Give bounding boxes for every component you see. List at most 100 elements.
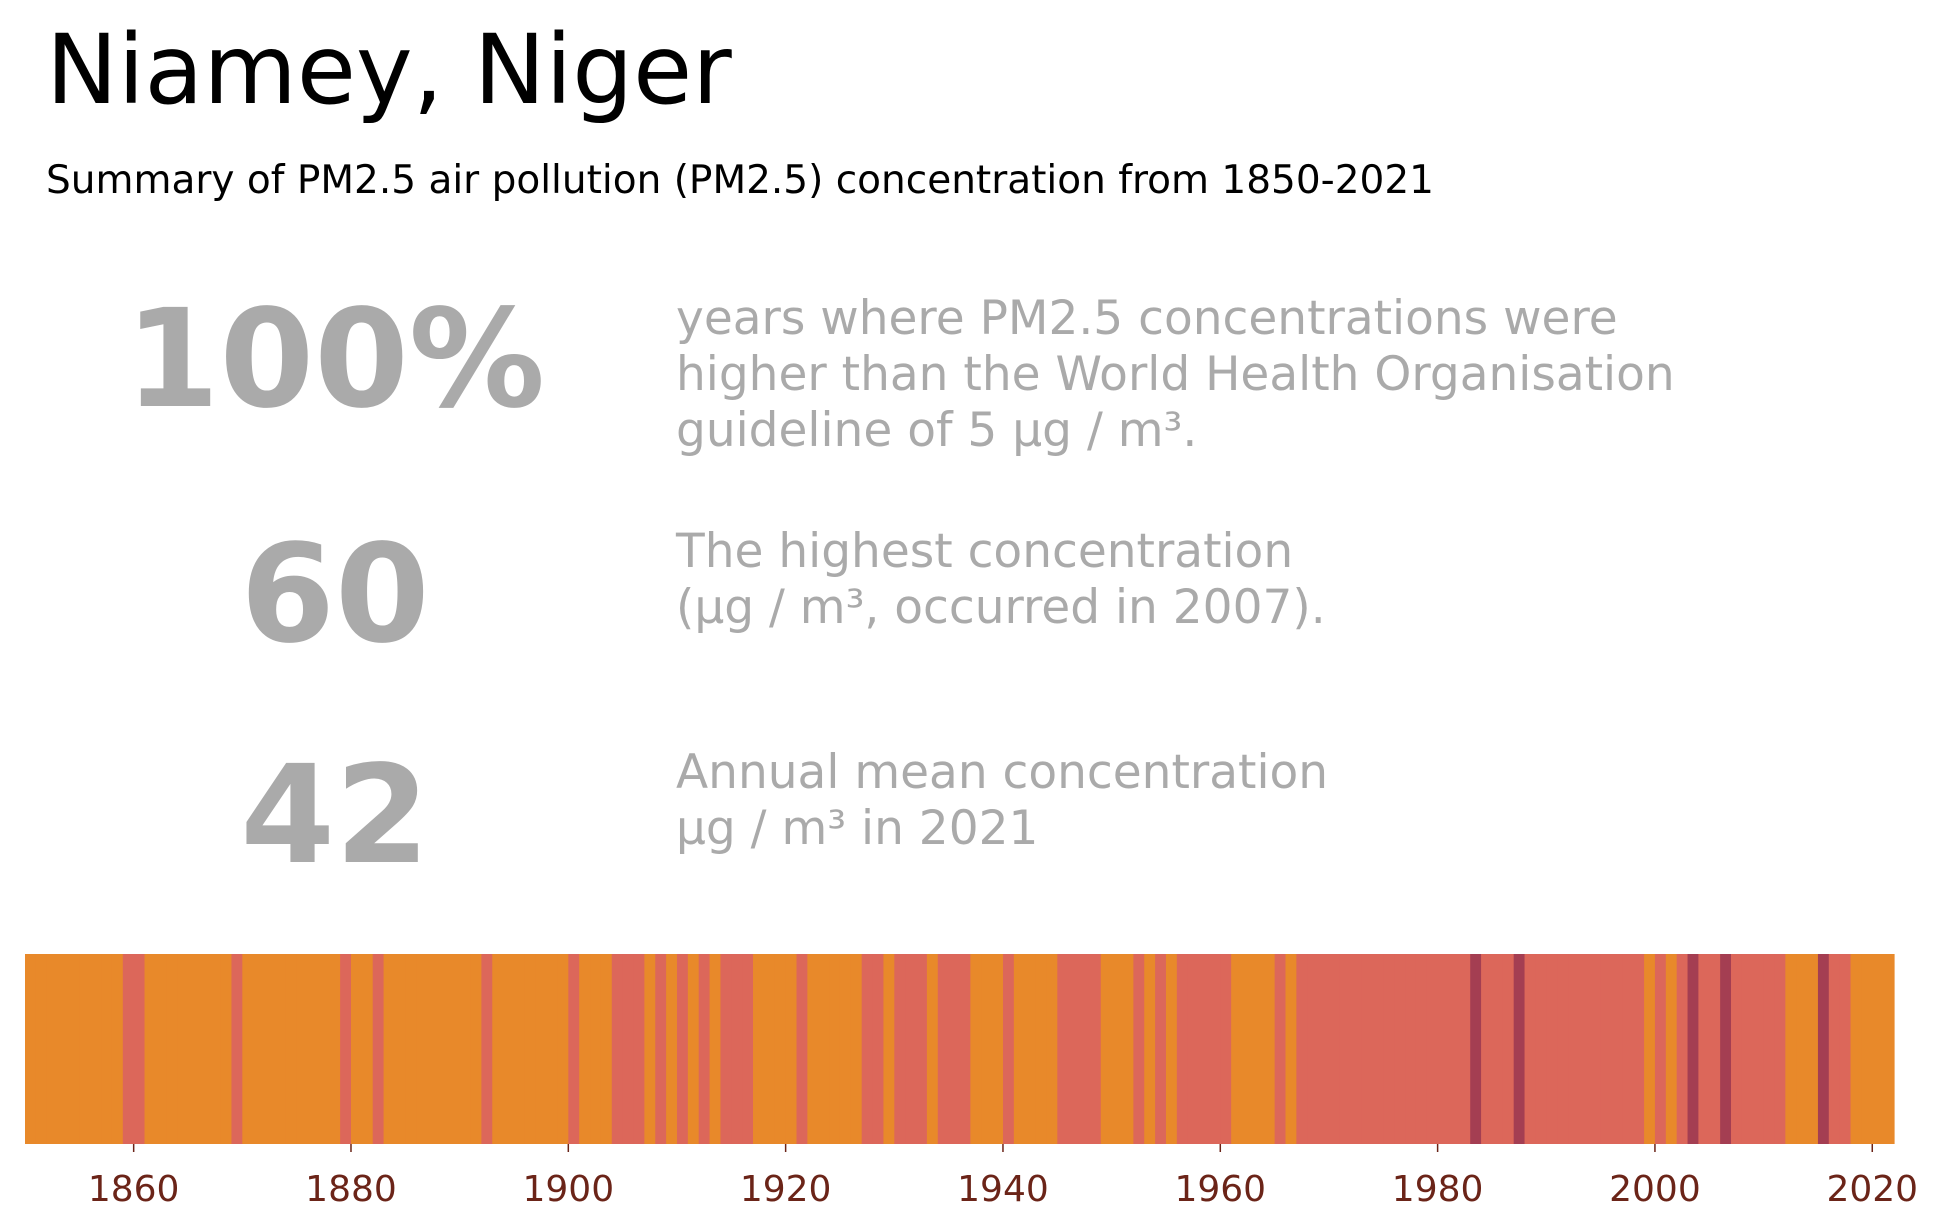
stripe-1987 [1513,954,1526,1144]
stripe-1912 [698,954,711,1144]
stripe-1968 [1307,954,1319,1144]
stripe-1904 [611,954,624,1144]
stripe-1898 [546,954,559,1144]
stripe-1958 [1198,954,1211,1144]
stripe-1915 [731,954,743,1144]
stripe-1940 [1002,954,1015,1144]
stripe-1864 [177,954,189,1144]
stripe-1859 [122,954,135,1144]
stripe-1879 [340,954,352,1144]
stripe-1932 [916,954,928,1144]
stripe-1988 [1524,954,1537,1144]
stripe-1866 [198,954,211,1144]
stat-description-line: μg / m³ in 2021 [676,801,1039,856]
stripe-1913 [709,954,722,1144]
stat-value-years-above-guideline: 100% [124,281,546,439]
stripe-2003 [1687,954,1700,1144]
stripe-1882 [372,954,385,1144]
stripe-1861 [144,954,156,1144]
stripe-1962 [1242,954,1254,1144]
stripe-1856 [90,954,102,1144]
stripe-2014 [1807,954,1819,1144]
stripe-1911 [687,954,700,1144]
stripe-1867 [209,954,222,1144]
stripe-1994 [1589,954,1602,1144]
stripe-1897 [535,954,548,1144]
stripe-1919 [774,954,787,1144]
stripe-1855 [79,954,91,1144]
stripe-1892 [481,954,493,1144]
x-tick-label: 1900 [523,1169,615,1210]
stripe-1908 [655,954,667,1144]
stripe-1978 [1415,954,1428,1144]
stripe-1979 [1426,954,1439,1144]
stripe-1945 [1057,954,1069,1144]
stripe-1876 [307,954,319,1144]
stripe-1858 [111,954,124,1144]
stripe-1907 [644,954,656,1144]
stripe-2007 [1731,954,1743,1144]
stripe-1862 [155,954,167,1144]
stripe-1868 [220,954,233,1144]
stripe-1941 [1013,954,1026,1144]
stripe-1933 [926,954,939,1144]
stripe-1963 [1252,954,1265,1144]
stripe-1870 [242,954,254,1144]
stripe-1863 [166,954,178,1144]
stripe-1937 [970,954,982,1144]
stripe-1976 [1394,954,1406,1144]
stat-description-line: Annual mean concentration [676,745,1329,800]
stripe-1977 [1405,954,1417,1144]
stripe-1888 [437,954,450,1144]
stripe-1999 [1644,954,1656,1144]
stripe-1910 [676,954,689,1144]
stripe-1946 [1068,954,1080,1144]
stripe-1948 [1089,954,1102,1144]
stripe-1909 [666,954,678,1144]
x-tick-label: 1920 [740,1169,832,1210]
stripe-1924 [829,954,841,1144]
stripe-2001 [1665,954,1678,1144]
stripe-1850 [25,954,37,1144]
stripe-1875 [296,954,309,1144]
stripe-1952 [1133,954,1145,1144]
stripe-1975 [1383,954,1395,1144]
stripe-2018 [1850,954,1863,1144]
stripe-1886 [416,954,428,1144]
stripe-1990 [1546,954,1558,1144]
stripe-1860 [133,954,146,1144]
stripe-2004 [1698,954,1710,1144]
stripe-1967 [1296,954,1308,1144]
stripe-1916 [742,954,754,1144]
stripe-1957 [1187,954,1200,1144]
x-tick-label: 2020 [1826,1169,1918,1210]
x-tick-label: 1960 [1174,1169,1266,1210]
stripe-2010 [1763,954,1776,1144]
stripe-1931 [905,954,917,1144]
x-tick-label: 1880 [305,1169,397,1210]
stripe-1871 [253,954,265,1144]
stripe-1959 [1209,954,1221,1144]
stat-value-annual-mean: 42 [240,737,430,895]
stripe-1973 [1361,954,1374,1144]
stripe-1878 [329,954,341,1144]
stripe-1914 [720,954,732,1144]
stripe-1857 [101,954,113,1144]
stripe-1970 [1328,954,1341,1144]
stripe-1966 [1285,954,1297,1144]
stripe-1992 [1568,954,1580,1144]
stat-description-line: guideline of 5 μg / m³. [676,403,1198,458]
stat-description-years-above-guideline: years where PM2.5 concentrations were hi… [676,291,1675,459]
stripe-1951 [1122,954,1134,1144]
stripe-1936 [959,954,971,1144]
stripe-1895 [513,954,526,1144]
stripe-1883 [383,954,396,1144]
stripe-1934 [937,954,950,1144]
stripe-2005 [1709,954,1721,1144]
stripe-1852 [46,954,59,1144]
stripe-1920 [785,954,798,1144]
stripe-1997 [1622,954,1634,1144]
stripe-1903 [600,954,613,1144]
stripe-1996 [1611,954,1623,1144]
stripe-1930 [894,954,906,1144]
